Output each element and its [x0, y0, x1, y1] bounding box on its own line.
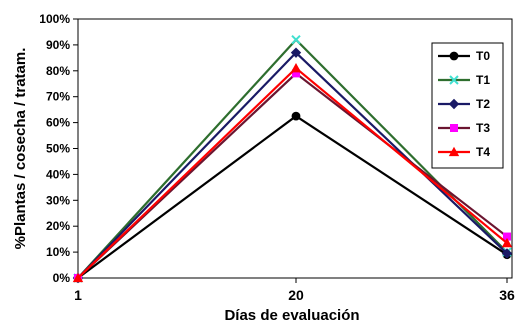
- legend-marker: [449, 75, 459, 85]
- data-point: [290, 47, 302, 58]
- legend-box: [431, 42, 504, 169]
- legend: T0 T1 T2 T3 T4: [431, 42, 504, 169]
- x-axis-ticks: 1 20 36: [74, 278, 515, 303]
- data-point: [291, 111, 301, 121]
- y-tick-label: 0%: [53, 271, 71, 285]
- y-tick-label: 20%: [46, 219, 70, 233]
- y-tick-label: 30%: [46, 193, 70, 207]
- data-point: [501, 237, 513, 248]
- y-tick-label: 40%: [46, 167, 70, 181]
- data-point: [72, 272, 84, 283]
- y-axis-title: %Plantas / cosecha / tratam.: [12, 48, 29, 250]
- legend-marker: [450, 124, 458, 132]
- legend-label: T1: [476, 73, 490, 87]
- y-tick-label: 100%: [39, 12, 70, 26]
- legend-label: T3: [476, 121, 490, 135]
- series-layer: [72, 35, 513, 284]
- y-axis-ticks: 0% 10% 20% 30% 40% 50% 60% 70% 80% 90% 100%: [39, 12, 78, 285]
- y-tick-label: 50%: [46, 142, 70, 156]
- legend-label: T4: [476, 145, 490, 159]
- legend-label: T0: [476, 49, 490, 63]
- legend-item: T3: [438, 121, 490, 135]
- y-tick-label: 10%: [46, 245, 70, 259]
- x-tick-label: 1: [74, 287, 82, 303]
- x-axis-title: Días de evaluación: [224, 307, 359, 324]
- legend-item: T0: [438, 49, 490, 63]
- legend-item: T2: [438, 97, 490, 111]
- legend-marker: [448, 98, 460, 110]
- data-point: [292, 69, 300, 78]
- x-tick-label: 36: [499, 287, 515, 303]
- legend-marker: [448, 146, 460, 157]
- data-point: [291, 35, 301, 45]
- legend-marker: [449, 51, 459, 61]
- y-tick-label: 60%: [46, 116, 70, 130]
- data-point: [290, 63, 302, 73]
- y-tick-label: 90%: [46, 38, 70, 52]
- data-point: [503, 232, 511, 241]
- legend-label: T2: [476, 97, 490, 111]
- legend-item: T1: [438, 73, 490, 87]
- legend-item: T4: [438, 145, 490, 159]
- series-t4: [72, 63, 513, 283]
- x-tick-label: 20: [288, 287, 304, 303]
- y-tick-label: 80%: [46, 64, 70, 78]
- data-point: [501, 248, 513, 259]
- y-tick-label: 70%: [46, 90, 70, 104]
